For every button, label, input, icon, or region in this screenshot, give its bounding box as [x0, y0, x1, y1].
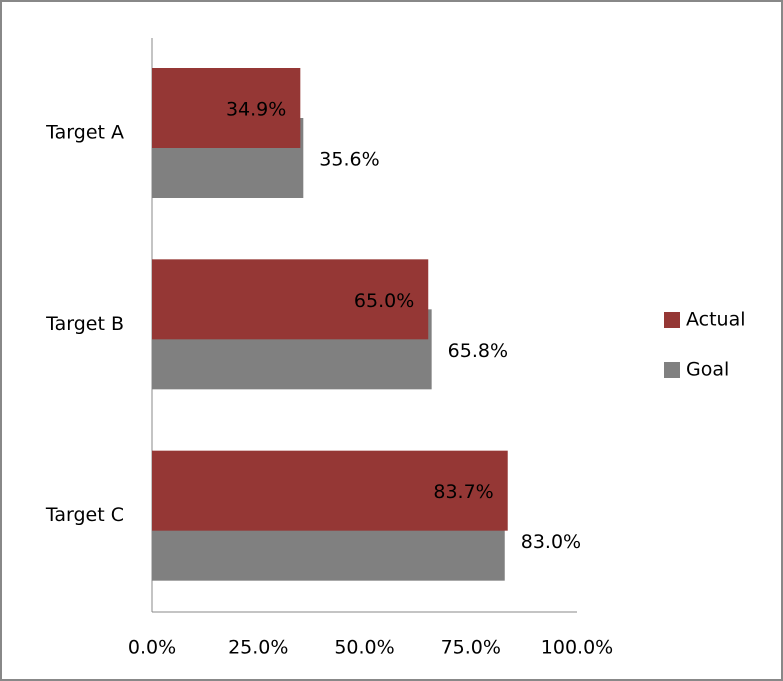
- x-tick-label: 50.0%: [334, 637, 394, 659]
- x-tick-label: 25.0%: [228, 637, 288, 659]
- bar: [152, 259, 429, 340]
- data-label: 65.8%: [448, 340, 508, 362]
- y-tick-label: Target B: [45, 313, 124, 335]
- data-label: 35.6%: [319, 149, 379, 171]
- legend-swatch: [664, 362, 680, 378]
- x-tick-label: 100.0%: [541, 637, 613, 659]
- y-tick-label: Target A: [45, 122, 124, 144]
- legend-label: Goal: [686, 359, 729, 381]
- legend-label: Actual: [686, 309, 746, 331]
- data-label: 34.9%: [226, 99, 286, 121]
- x-tick-label: 75.0%: [441, 637, 501, 659]
- y-tick-label: Target C: [45, 504, 124, 526]
- data-label: 83.0%: [521, 531, 581, 553]
- bar: [152, 450, 508, 531]
- bar: [152, 68, 301, 148]
- x-tick-label: 0.0%: [128, 637, 176, 659]
- data-label: 83.7%: [433, 481, 493, 503]
- legend-swatch: [664, 312, 680, 328]
- data-label: 65.0%: [354, 290, 414, 312]
